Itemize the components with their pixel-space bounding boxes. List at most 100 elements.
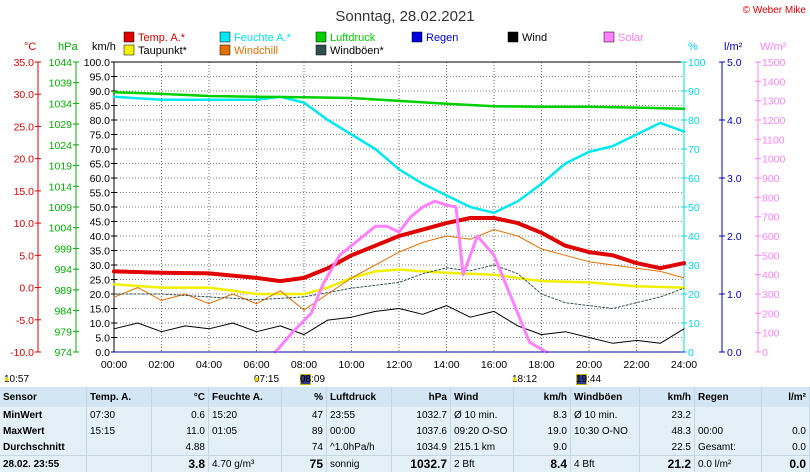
cell [695, 407, 762, 423]
y-tick-label: 70.0 [90, 144, 111, 156]
y-tick-label: 989 [54, 285, 72, 297]
cell: 0.0 [762, 456, 810, 472]
cell: 07:30 [87, 407, 152, 423]
legend-swatch [316, 45, 326, 55]
legend-label: Solar [618, 32, 644, 44]
legend-swatch [508, 32, 518, 42]
header-rain-unit: l/m² [762, 387, 810, 407]
y-tick-label: 974 [54, 347, 72, 359]
y-tick-label: 700 [762, 212, 780, 224]
row-label: Durchschnitt [0, 439, 87, 456]
legend-swatch [220, 45, 230, 55]
y-tick-label: 1009 [49, 202, 73, 214]
y-tick-label: 95.0 [90, 72, 111, 84]
cell: Gesamt: [695, 439, 762, 456]
y-tick-label: 2.0 [727, 231, 742, 243]
y-tick-label: 100 [762, 328, 780, 340]
y-tick-label: 15.0 [14, 186, 35, 198]
chart-credit: © Weber Mike [743, 5, 807, 16]
legend-swatch [604, 32, 614, 42]
header-hum: Feuchte A. [209, 387, 282, 407]
y-tick-label: 90.0 [90, 86, 111, 98]
header-wind-unit: km/h [514, 387, 571, 407]
header-temp: Temp. A. [87, 387, 152, 407]
y-tick-label: 100.0 [84, 57, 110, 69]
cell: 09:20 O-SO [451, 423, 514, 439]
y-tick-label: 1024 [49, 140, 73, 152]
y-tick-label: 50.0 [90, 202, 111, 214]
cell: 48.3 [640, 423, 695, 439]
cell: 47 [282, 407, 327, 423]
legend-label: Temp. A.* [138, 32, 186, 44]
stats-table: Sensor Temp. A. °C Feuchte A. % Luftdruc… [0, 387, 810, 472]
stats-row-current: 28.02. 23:55 3.8 4.70 g/m³ 75 sonnig 103… [0, 456, 810, 472]
y-tick-label: 800 [762, 192, 780, 204]
y-tick-label: 1039 [49, 78, 73, 90]
cell [762, 407, 810, 423]
cell: 01:05 [209, 423, 282, 439]
y-tick-label: 40 [688, 231, 700, 243]
cell: Ø 10 min. [571, 407, 640, 423]
axis-unit-label: °C [24, 41, 36, 53]
cell: 2 Bft [451, 456, 514, 472]
y-tick-label: 35.0 [14, 57, 35, 69]
row-label: 28.02. 23:55 [0, 456, 87, 472]
cell: 21.2 [640, 456, 695, 472]
cell: Ø 10 min. [451, 407, 514, 423]
cell: 1032.7 [392, 456, 451, 472]
axis-unit-label: km/h [92, 41, 116, 53]
y-tick-label: 80 [688, 115, 700, 127]
cell: 23.2 [640, 407, 695, 423]
y-tick-label: 30 [688, 260, 700, 272]
y-tick-label: 0.0 [95, 347, 110, 359]
cell: 3.8 [152, 456, 209, 472]
y-tick-label: 1004 [49, 223, 73, 235]
legend-swatch [220, 32, 230, 42]
y-tick-label: 0 [762, 347, 768, 359]
legend-label: Luftdruck [330, 32, 376, 44]
legend-label: Wind [522, 32, 547, 44]
cell: ^1.0hPa/h [327, 439, 392, 456]
y-tick-label: 4.0 [727, 115, 742, 127]
y-tick-label: 1500 [762, 57, 786, 69]
stats-row-max: MaxWert 15:15 11.0 01:05 89 00:00 1037.6… [0, 423, 810, 439]
cell: sonnig [327, 456, 392, 472]
y-tick-label: 1000 [762, 154, 786, 166]
header-press: Luftdruck [327, 387, 392, 407]
sun-moon-row: 10:57 ● 07:15 ● 08:09 18:12 ● 19:44 [0, 368, 810, 384]
y-tick-label: 979 [54, 326, 72, 338]
y-tick-label: 20.0 [90, 289, 111, 301]
axis-unit-label: % [688, 41, 698, 53]
cell: 15:15 [87, 423, 152, 439]
cell: 23:55 [327, 407, 392, 423]
header-wind: Wind [451, 387, 514, 407]
y-tick-label: 1014 [49, 181, 73, 193]
y-tick-label: 1200 [762, 115, 786, 127]
axis-unit-label: W/m² [760, 41, 787, 53]
y-tick-label: 5.0 [95, 333, 110, 345]
cell: 0.6 [152, 407, 209, 423]
cell: 00:00 [695, 423, 762, 439]
axis-unit-label: hPa [58, 41, 78, 53]
y-tick-label: 1300 [762, 96, 786, 108]
cell: 4 Bft [571, 456, 640, 472]
cell [87, 456, 152, 472]
y-tick-label: 75.0 [90, 130, 111, 142]
y-tick-label: 0.0 [19, 283, 34, 295]
y-tick-label: 1100 [762, 134, 785, 146]
stats-row-avg: Durchschnitt 4.88 74 ^1.0hPa/h 1034.9 21… [0, 439, 810, 456]
y-tick-label: 1044 [49, 57, 73, 69]
y-tick-label: 1019 [49, 161, 73, 173]
cell: 4.70 g/m³ [209, 456, 282, 472]
y-tick-label: 0.0 [727, 347, 742, 359]
y-tick-label: -5.0 [16, 315, 34, 327]
y-tick-label: 1029 [49, 119, 73, 131]
header-hum-unit: % [282, 387, 327, 407]
cell: 1032.7 [392, 407, 451, 423]
y-tick-label: 10.0 [14, 218, 35, 230]
row-label: MaxWert [0, 423, 87, 439]
y-tick-label: 80.0 [90, 115, 111, 127]
header-gust: Windböen [571, 387, 640, 407]
y-tick-label: 40.0 [90, 231, 111, 243]
header-gust-unit: km/h [640, 387, 695, 407]
